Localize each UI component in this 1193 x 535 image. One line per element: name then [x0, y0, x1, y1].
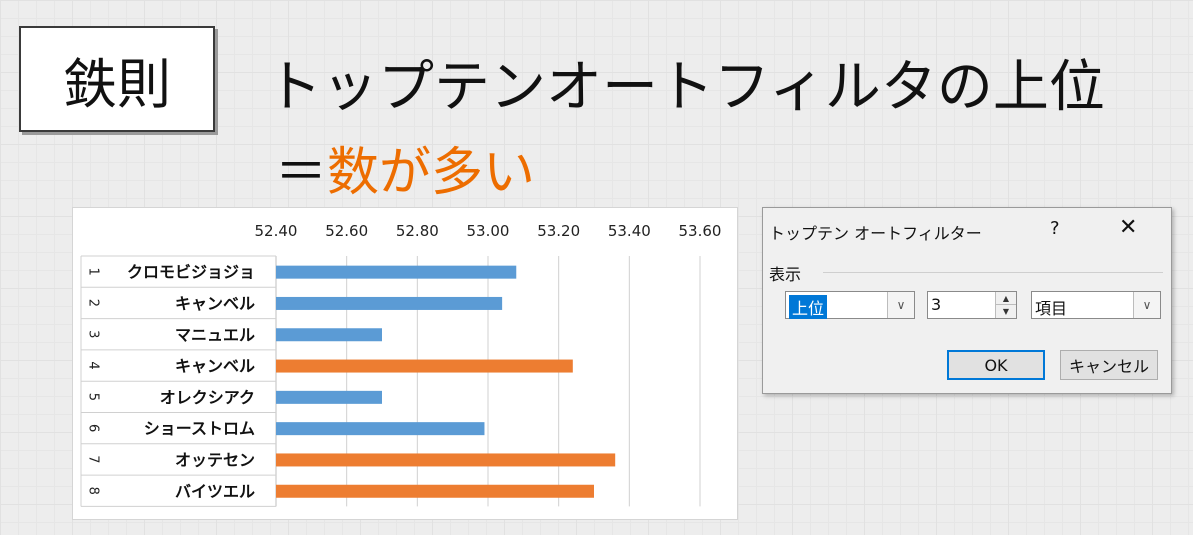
spin-down-icon[interactable]: ▼: [1002, 307, 1010, 316]
x-tick-label: 53.60: [679, 222, 722, 240]
count-value: 3: [931, 295, 942, 314]
bar: [276, 390, 382, 404]
slide-subtitle: ＝数が多い: [275, 130, 535, 205]
group-divider: [823, 272, 1163, 273]
row-number: 5: [86, 393, 101, 401]
count-stepper[interactable]: 3 ▲ ▼: [927, 291, 1017, 319]
category-label: バイツエル: [175, 482, 255, 501]
bar: [276, 484, 594, 498]
x-tick-label: 52.40: [255, 222, 298, 240]
top-bottom-select[interactable]: 上位 ∨: [785, 291, 915, 319]
top10-autofilter-dialog: トップテン オートフィルター ? ✕ 表示 上位 ∨ 3 ▲ ▼ 項目 ∨ OK…: [762, 207, 1172, 394]
category-label: キャンベル: [175, 294, 255, 313]
unit-select[interactable]: 項目 ∨: [1031, 291, 1161, 319]
bar: [276, 265, 517, 279]
x-tick-label: 53.00: [467, 222, 510, 240]
bar: [276, 359, 573, 373]
category-label: マニュエル: [175, 325, 255, 344]
chevron-down-icon[interactable]: ∨: [887, 292, 914, 318]
subtitle-equals: ＝: [275, 143, 328, 203]
row-number: 4: [86, 361, 101, 369]
spin-up-icon[interactable]: ▲: [996, 292, 1016, 305]
slide-title: トップテンオートフィルタの上位: [266, 55, 1105, 120]
bar: [276, 296, 503, 310]
top-bottom-value: 上位: [789, 295, 828, 319]
category-label: クロモビジョジョ: [127, 263, 255, 282]
show-group-label: 表示: [769, 265, 802, 284]
ok-button[interactable]: OK: [947, 350, 1045, 380]
row-number: 7: [85, 455, 100, 463]
cancel-button[interactable]: キャンセル: [1060, 350, 1158, 380]
bar-chart: 52.40 52.60 52.80 53.00 53.20 53.40 53.60 1 クロモビ…: [72, 207, 738, 520]
close-button[interactable]: ✕: [1119, 215, 1138, 240]
bar: [276, 422, 485, 436]
dialog-title: トップテン オートフィルター: [769, 224, 982, 243]
row-number: 8: [86, 487, 101, 495]
x-tick-label: 53.20: [537, 222, 580, 240]
bar: [276, 328, 382, 342]
category-label: オレクシアク: [160, 388, 255, 407]
spinner-icon[interactable]: ▲ ▼: [995, 292, 1016, 318]
subtitle-highlight: 数が多い: [327, 143, 536, 203]
bar: [276, 453, 616, 467]
x-tick-label: 52.60: [325, 222, 368, 240]
row-number: 1: [86, 268, 101, 276]
chevron-down-icon[interactable]: ∨: [1133, 292, 1160, 318]
x-tick-label: 52.80: [396, 222, 439, 240]
x-tick-label: 53.40: [608, 222, 651, 240]
category-label: ショーストロム: [144, 419, 255, 438]
category-label: オッテセン: [175, 450, 255, 469]
bar-chart-svg: 52.40 52.60 52.80 53.00 53.20 53.40 53.60 1 クロモビ…: [80, 222, 722, 507]
rule-badge: 鉄則: [19, 26, 215, 132]
unit-value: 項目: [1035, 299, 1068, 318]
help-button[interactable]: ?: [1050, 218, 1060, 239]
row-number: 2: [86, 299, 101, 307]
row-number: 3: [86, 330, 101, 338]
category-label: キャンベル: [175, 357, 255, 376]
row-number: 6: [86, 424, 101, 432]
